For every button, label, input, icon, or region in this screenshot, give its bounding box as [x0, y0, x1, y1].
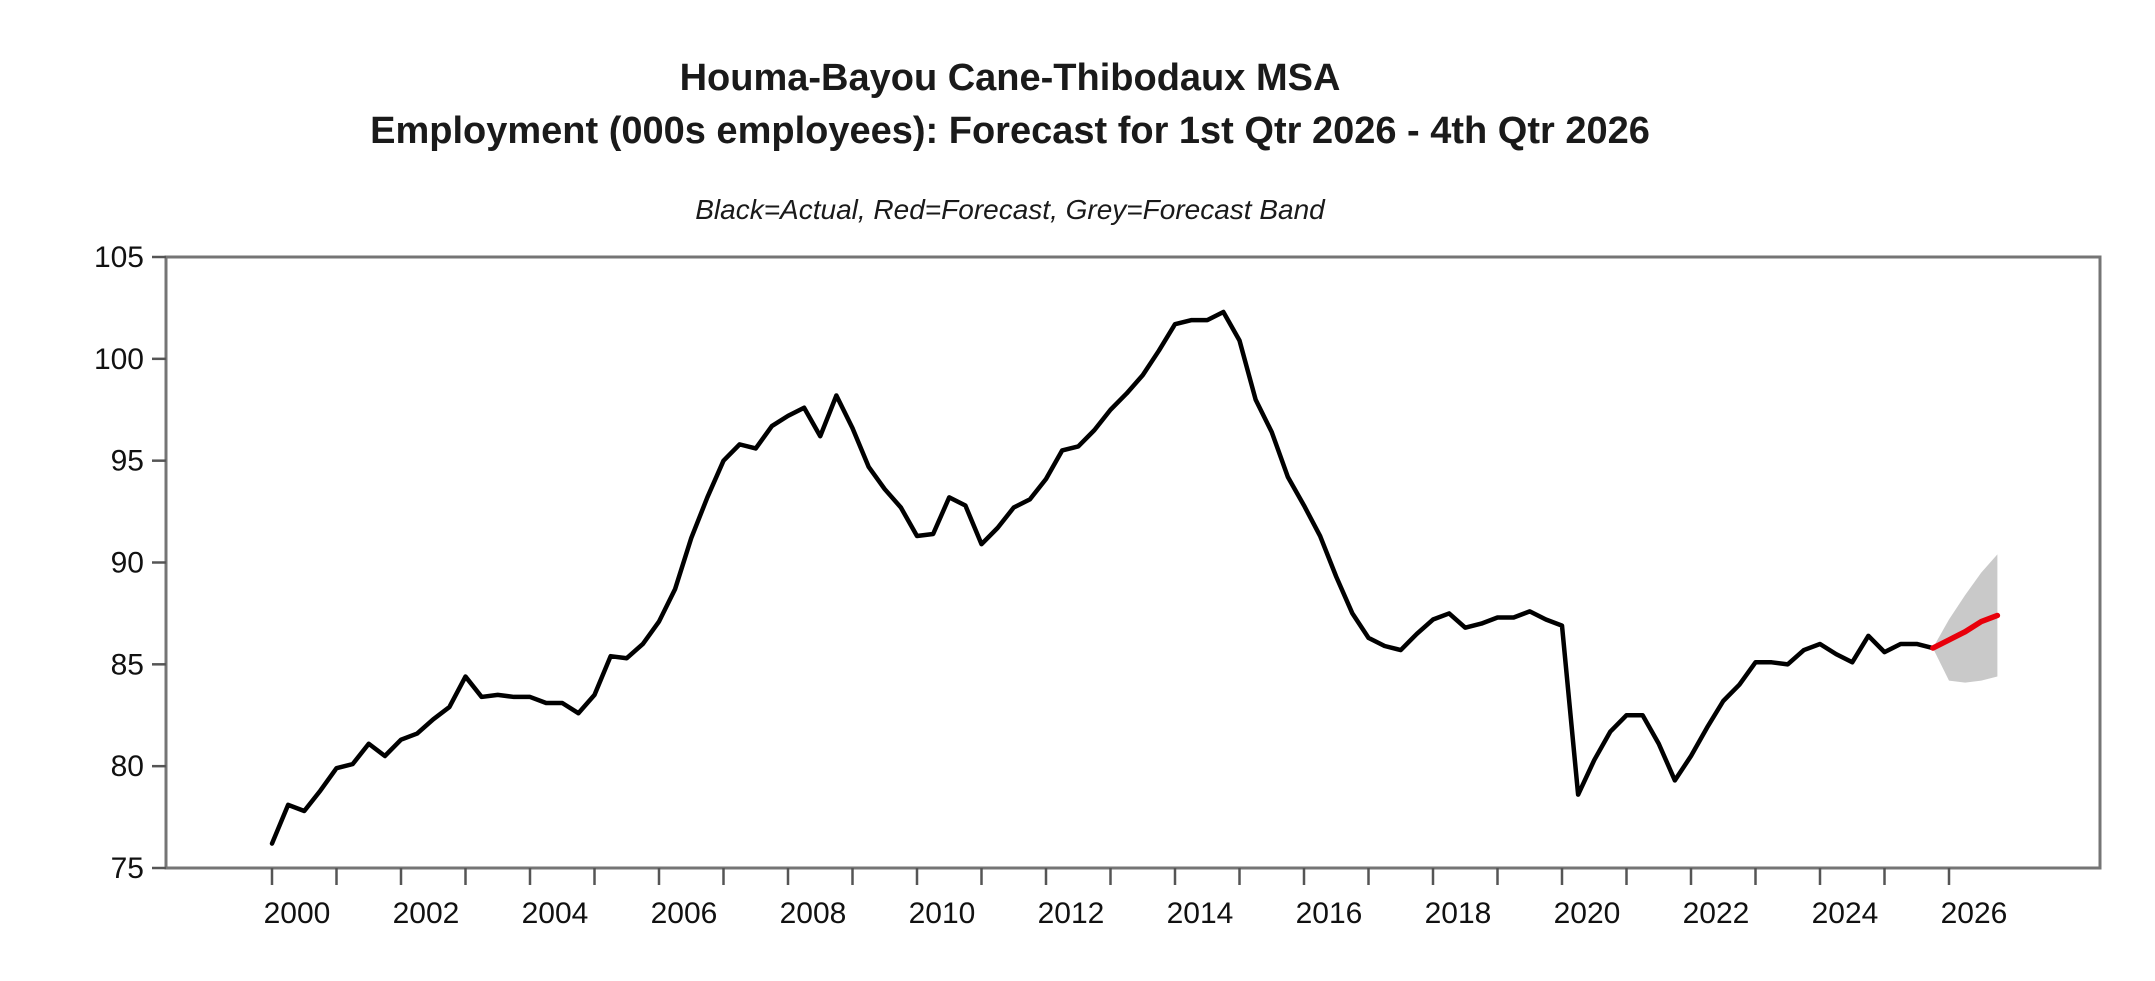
x-axis-label: 2016 [1296, 897, 1363, 930]
x-axis-label: 2012 [1038, 897, 1105, 930]
y-axis-label: 85 [111, 648, 144, 681]
y-axis-label: 80 [111, 750, 144, 783]
actual-line [269, 309, 1936, 846]
chart-legend-note: Black=Actual, Red=Forecast, Grey=Forecas… [695, 194, 1326, 225]
x-axis-label: 2002 [393, 897, 460, 930]
x-axis-label: 2004 [522, 897, 589, 930]
x-axis-label: 2024 [1812, 897, 1879, 930]
chart-title-line2: Employment (000s employees): Forecast fo… [370, 110, 1650, 152]
y-axis-label: 105 [94, 241, 144, 274]
forecast-line [1930, 612, 2001, 651]
x-axis-label: 2022 [1683, 897, 1750, 930]
x-axis-label: 2020 [1554, 897, 1621, 930]
y-axis-label: 95 [111, 445, 144, 478]
y-axis-label: 90 [111, 547, 144, 580]
x-axis-label: 2018 [1425, 897, 1492, 930]
plot-area: 75 80 85 90 95 100 105 2000 2002 2004 2006 2008 2010… [94, 241, 2102, 930]
forecast-band [1932, 554, 1998, 683]
plot-frame [164, 255, 2102, 870]
x-axis-label: 2010 [909, 897, 976, 930]
x-axis-label: 2014 [1167, 897, 1234, 930]
x-axis-label: 2026 [1941, 897, 2008, 930]
x-axis-label: 2000 [264, 897, 331, 930]
x-axis-label: 2008 [780, 897, 847, 930]
y-axis-label: 75 [111, 852, 144, 885]
x-axis-label: 2006 [651, 897, 718, 930]
chart-title-line1: Houma-Bayou Cane-Thibodaux MSA [680, 57, 1341, 99]
y-axis-label: 100 [94, 343, 144, 376]
